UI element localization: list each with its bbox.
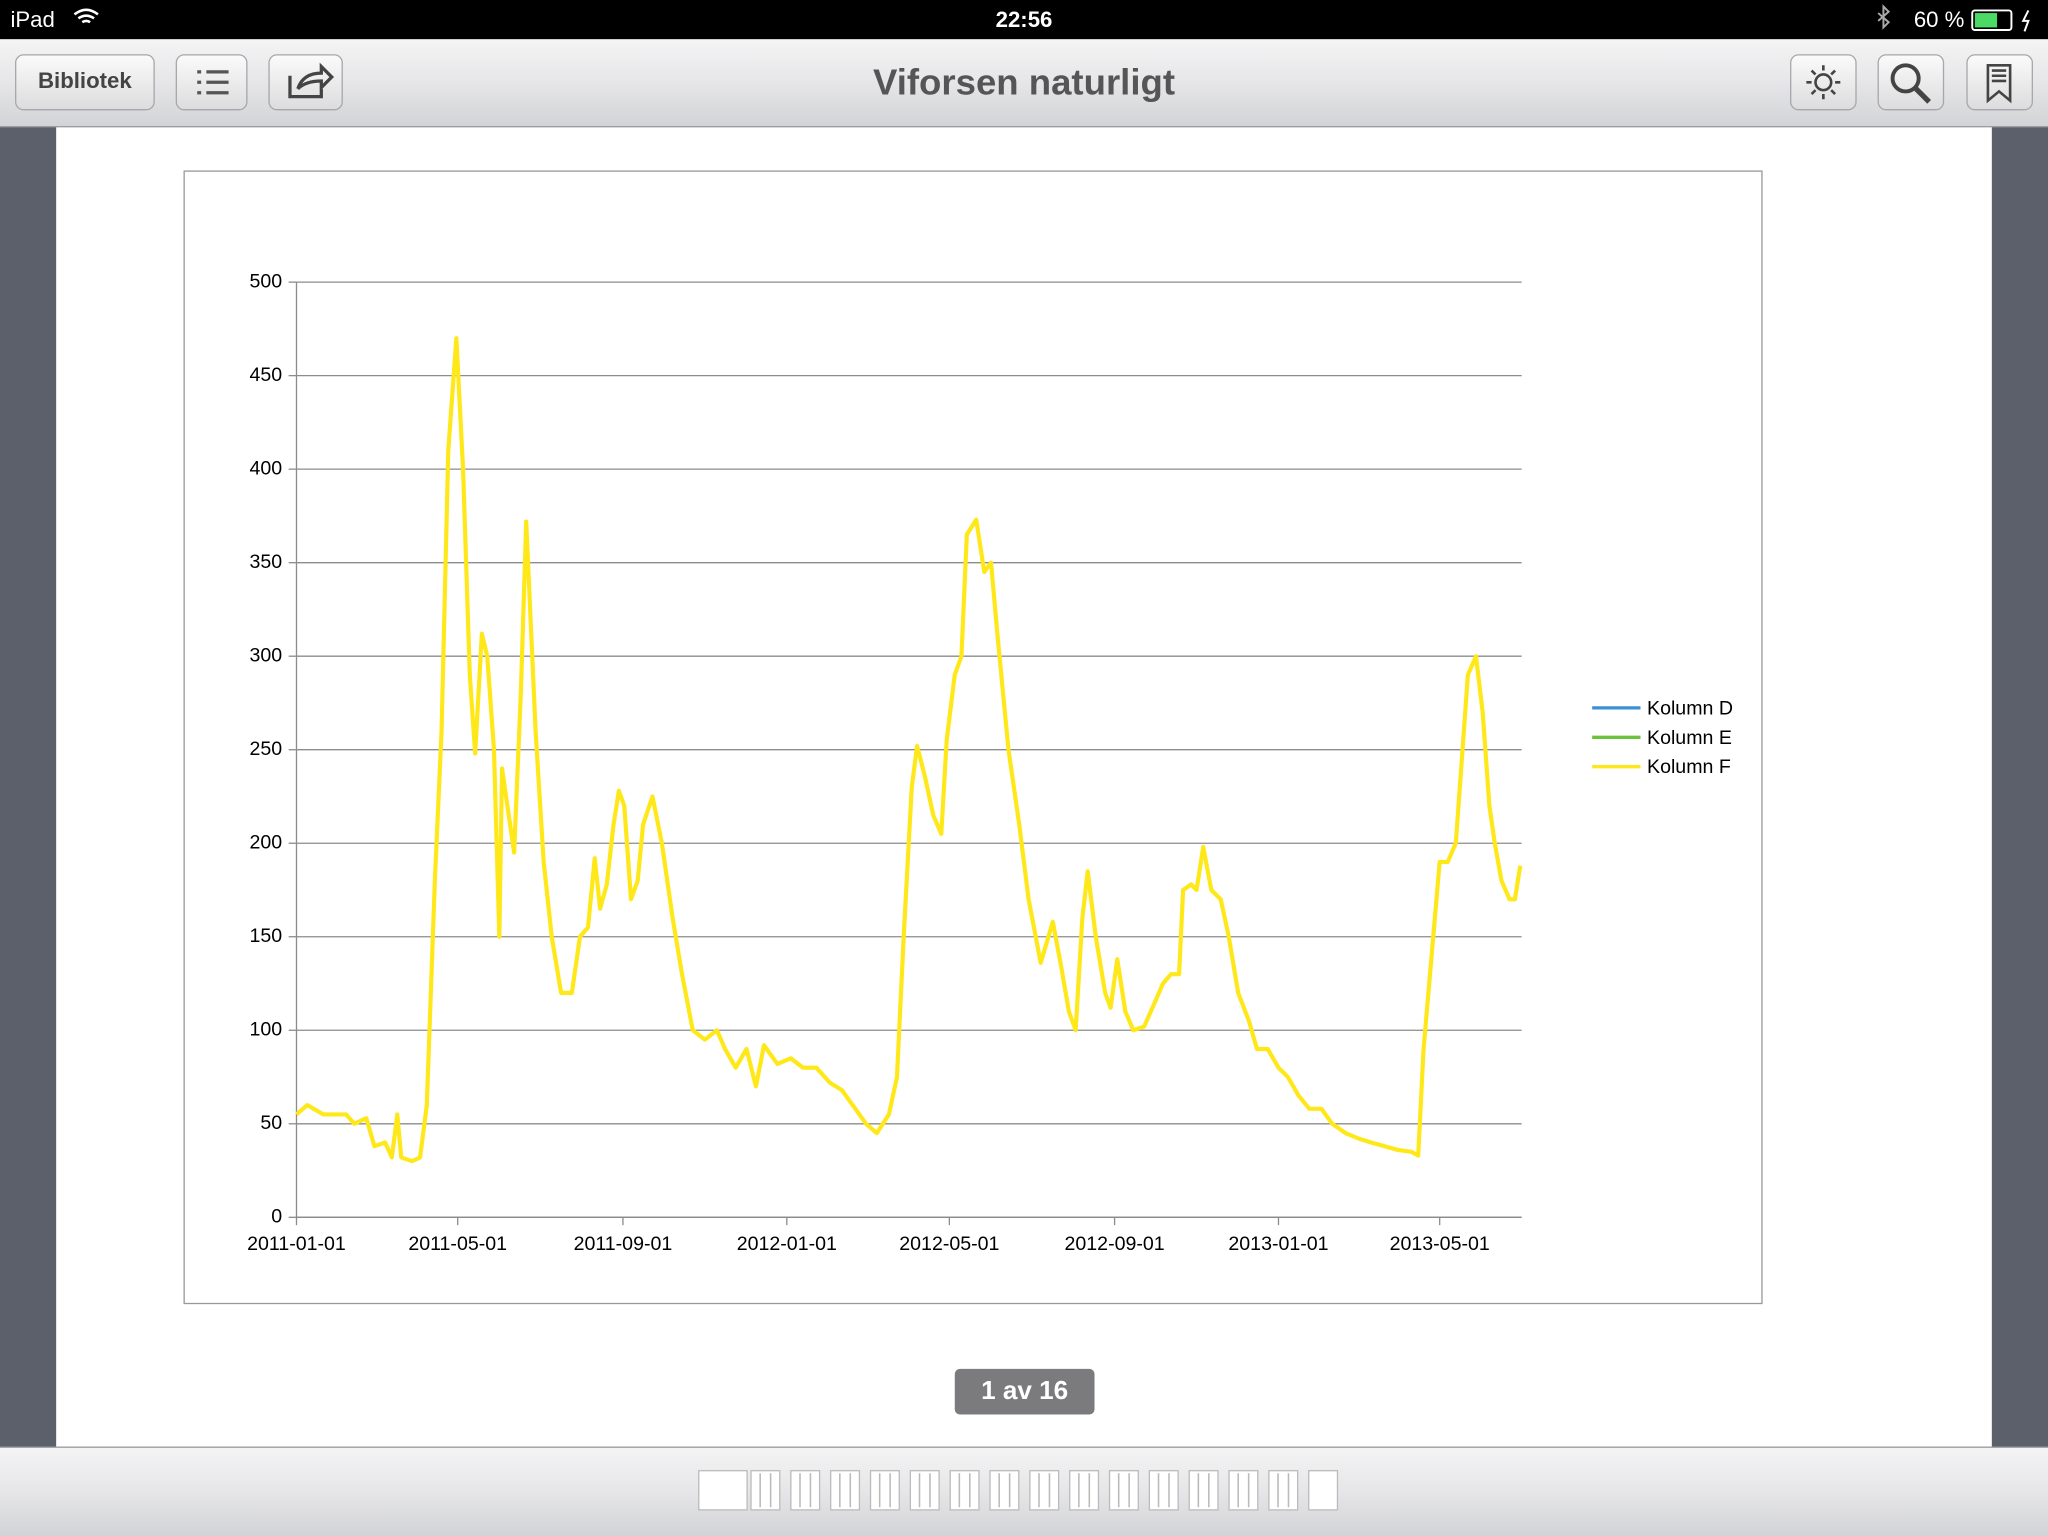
x-tick-label: 2012-01-01 xyxy=(737,1233,837,1255)
y-tick-label: 400 xyxy=(249,457,282,479)
page-indicator xyxy=(954,1368,1095,1415)
chart: 0 50 100 150 200 250 300 350 400 450 500 2011-01-01… xyxy=(247,270,1733,1255)
clock: 22:56 xyxy=(996,7,1053,32)
status-bar xyxy=(0,0,2048,40)
charging-icon xyxy=(2021,10,2030,32)
thumbnail-lines xyxy=(918,1473,931,1508)
page-thumbnail[interactable] xyxy=(989,1470,1020,1511)
list-icon xyxy=(197,70,229,95)
thumbnail-lines xyxy=(799,1473,812,1508)
brightness-icon xyxy=(1814,73,1833,92)
y-tick-label: 150 xyxy=(249,925,282,947)
thumbnail-lines xyxy=(1157,1473,1170,1508)
page-thumbnail[interactable] xyxy=(1188,1470,1219,1511)
battery-percent: 60 % xyxy=(1914,7,1965,32)
thumbnail-lines xyxy=(1237,1473,1250,1508)
page-thumbnail[interactable] xyxy=(1069,1470,1100,1511)
y-tick-label: 0 xyxy=(271,1205,282,1227)
library-button-label[interactable]: Bibliotek xyxy=(38,68,132,93)
document-title: Viforsen naturligt xyxy=(873,62,1175,103)
page-thumbnail[interactable] xyxy=(1228,1470,1259,1511)
data-line xyxy=(295,336,1523,1164)
thumbnail-lines xyxy=(958,1473,971,1508)
bookmark-icon xyxy=(1986,63,2012,104)
share-icon xyxy=(288,62,335,99)
brightness-rays xyxy=(1806,65,1841,100)
brightness-button[interactable] xyxy=(1790,54,1857,111)
page-indicator-label: 1 av 16 xyxy=(981,1375,1068,1405)
page-thumbnail[interactable] xyxy=(1029,1470,1060,1511)
x-tick-label: 2012-09-01 xyxy=(1065,1233,1165,1255)
page-thumbnail[interactable] xyxy=(869,1470,900,1511)
legend-label: Kolumn D xyxy=(1647,697,1733,719)
page-scrubber xyxy=(0,1447,2048,1536)
y-tick-label: 50 xyxy=(260,1112,282,1134)
x-tick-label: 2013-05-01 xyxy=(1390,1233,1490,1255)
page-thumbnail[interactable] xyxy=(1108,1470,1139,1511)
page-thumbnail[interactable] xyxy=(698,1470,748,1511)
bluetooth-icon xyxy=(1877,4,1891,30)
library-button[interactable] xyxy=(15,54,155,111)
wifi-icon xyxy=(73,8,99,24)
page-thumbnail[interactable] xyxy=(949,1470,980,1511)
thumbnail-lines xyxy=(1277,1473,1290,1508)
x-tick-label: 2012-05-01 xyxy=(899,1233,999,1255)
x-tick-label: 2011-01-01 xyxy=(247,1233,346,1255)
y-tick-label: 350 xyxy=(249,551,282,573)
y-tick-label: 100 xyxy=(249,1018,282,1040)
thumbnail-lines xyxy=(1038,1473,1051,1508)
battery-icon xyxy=(1971,9,2013,32)
device-name: iPad xyxy=(10,7,54,32)
page-thumbnail[interactable] xyxy=(830,1470,861,1511)
legend-label: Kolumn E xyxy=(1647,727,1732,749)
y-tick-label: 200 xyxy=(249,831,282,853)
y-tick-label: 500 xyxy=(249,270,282,292)
search-handle xyxy=(1912,85,1931,104)
thumbnail-lines xyxy=(759,1473,772,1508)
x-tick-label: 2013-01-01 xyxy=(1228,1233,1328,1255)
page-thumbnail[interactable] xyxy=(909,1470,940,1511)
x-tick-label: 2011-09-01 xyxy=(574,1233,673,1255)
thumbnail-lines xyxy=(998,1473,1011,1508)
y-tick-label: 250 xyxy=(249,738,282,760)
page-thumbnail[interactable] xyxy=(790,1470,821,1511)
chart-frame xyxy=(183,170,1763,1305)
page-thumbnail[interactable] xyxy=(1308,1470,1339,1511)
search-button[interactable] xyxy=(1877,54,1945,111)
thumbnail-lines xyxy=(1078,1473,1091,1508)
page-thumbnail[interactable] xyxy=(1148,1470,1179,1511)
thumbnail-lines xyxy=(1197,1473,1210,1508)
y-tick-label: 450 xyxy=(249,364,282,386)
y-tick-label: 300 xyxy=(249,644,282,666)
search-icon xyxy=(1890,63,1921,94)
battery-level xyxy=(1974,13,1998,28)
thumbnail-lines xyxy=(839,1473,852,1508)
legend-label: Kolumn F xyxy=(1647,756,1731,778)
page-thumbnail[interactable] xyxy=(1268,1470,1299,1511)
thumbnails xyxy=(698,1470,1339,1511)
x-tick-label: 2011-05-01 xyxy=(408,1233,507,1255)
thumbnail-lines xyxy=(878,1473,891,1508)
page-thumbnail[interactable] xyxy=(750,1470,781,1511)
thumbnail-lines xyxy=(1117,1473,1130,1508)
